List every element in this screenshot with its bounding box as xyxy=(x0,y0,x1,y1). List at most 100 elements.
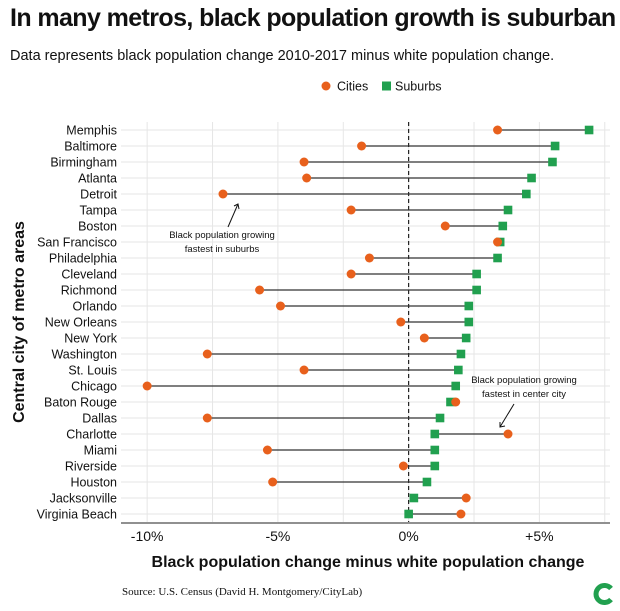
y-tick-label: Washington xyxy=(51,348,117,362)
suburbs-point xyxy=(454,365,463,375)
y-tick-label: Chicago xyxy=(71,380,117,394)
cities-point xyxy=(346,205,356,215)
x-tick-label: -10% xyxy=(131,528,164,544)
suburbs-point xyxy=(422,477,432,487)
x-tick-label: -5% xyxy=(265,528,290,544)
y-tick-label: Virginia Beach xyxy=(37,508,117,522)
cities-point xyxy=(503,429,513,439)
cities-point xyxy=(299,157,309,167)
cities-point xyxy=(440,221,450,231)
suburbs-point xyxy=(456,349,466,359)
cities-point xyxy=(357,141,367,151)
suburbs-point xyxy=(472,285,481,295)
y-tick-label: Baltimore xyxy=(64,140,117,154)
connectors xyxy=(147,129,590,515)
x-axis-title: Black population change minus white popu… xyxy=(152,554,585,571)
suburbs-point xyxy=(430,429,440,439)
y-axis-title: Central city of metro areas xyxy=(11,221,28,423)
cities-point xyxy=(451,397,461,407)
suburbs-point xyxy=(472,269,481,279)
y-tick-label: Baton Rouge xyxy=(44,396,117,410)
annotation-arrow xyxy=(499,403,515,428)
legend: Cities Suburbs xyxy=(321,80,442,94)
y-tick-label: Houston xyxy=(70,476,117,490)
suburbs-point xyxy=(451,381,461,391)
x-tick-label: +5% xyxy=(525,528,553,544)
annotation-text: Black population growing xyxy=(169,230,275,241)
annotation-text: fastest in suburbs xyxy=(185,244,260,255)
y-tick-label: Richmond xyxy=(61,284,117,298)
y-tick-label: Jacksonville xyxy=(50,492,117,506)
y-tick-label: Boston xyxy=(78,220,117,234)
cities-point xyxy=(268,477,278,487)
legend-marker-cities xyxy=(321,81,331,91)
y-tick-label: Miami xyxy=(84,444,117,458)
suburbs-point xyxy=(409,493,419,503)
cities-point xyxy=(218,189,228,199)
y-tick-label: Detroit xyxy=(80,188,117,202)
y-tick-label: Tampa xyxy=(79,204,117,218)
y-tick-label: Atlanta xyxy=(78,172,117,186)
annotation-text: fastest in center city xyxy=(482,389,566,400)
suburbs-point xyxy=(584,125,594,135)
suburbs-point xyxy=(550,141,560,151)
annotation-text: Black population growing xyxy=(471,375,577,386)
y-tick-label: New Orleans xyxy=(45,316,117,330)
legend-label-cities: Cities xyxy=(337,80,368,94)
cities-point xyxy=(493,125,503,135)
cities-point xyxy=(398,461,408,471)
cities-point xyxy=(202,413,212,423)
suburbs-point xyxy=(435,413,445,423)
y-tick-labels: Memphis Baltimore Birmingham Atlanta Detroit… xyxy=(37,124,118,522)
y-tick-label: St. Louis xyxy=(68,364,117,378)
cities-point xyxy=(142,381,152,391)
chart-subtitle: Data represents black population change … xyxy=(10,48,555,64)
y-tick-label: Charlotte xyxy=(66,428,117,442)
cities-point xyxy=(255,285,265,295)
cities-point xyxy=(364,253,374,263)
suburbs-point xyxy=(548,157,557,167)
y-tick-label: Dallas xyxy=(82,412,117,426)
suburbs-point xyxy=(522,189,531,199)
suburbs-point xyxy=(493,253,502,263)
cities-point xyxy=(419,333,429,343)
cities-point xyxy=(262,445,272,455)
y-tick-label: Orlando xyxy=(73,300,118,314)
y-tick-label: Philadelphia xyxy=(49,252,117,266)
cities-point xyxy=(299,365,309,375)
citylab-c-logo-icon xyxy=(593,583,613,605)
legend-label-suburbs: Suburbs xyxy=(395,80,442,94)
suburbs-point xyxy=(498,221,508,231)
annotation-arrowhead xyxy=(233,203,240,210)
chart-title: In many metros, black population growth … xyxy=(10,4,616,32)
y-tick-label: Cleveland xyxy=(61,268,117,282)
gridlines xyxy=(121,122,610,524)
y-tick-label: Memphis xyxy=(66,124,117,138)
data-points xyxy=(142,125,594,519)
cities-point xyxy=(456,509,466,519)
y-tick-label: New York xyxy=(64,332,118,346)
cities-point xyxy=(302,173,312,183)
legend-marker-suburbs xyxy=(382,81,391,91)
suburbs-point xyxy=(446,397,455,407)
suburbs-point xyxy=(430,461,440,471)
suburbs-point xyxy=(503,205,513,215)
suburbs-point xyxy=(461,333,471,343)
cities-point xyxy=(396,317,406,327)
suburbs-point xyxy=(430,445,440,455)
x-tick-label: 0% xyxy=(399,528,419,544)
annotation-arrow xyxy=(227,203,239,228)
x-tick-labels: -10% -5% 0% +5% xyxy=(131,528,554,544)
source-note: Source: U.S. Census (David H. Montgomery… xyxy=(122,586,363,598)
cities-point xyxy=(276,301,286,311)
y-tick-label: Riverside xyxy=(65,460,117,474)
cities-point xyxy=(461,493,471,503)
annotations: Black population growing fastest in subur… xyxy=(169,203,577,428)
y-tick-label: San Francisco xyxy=(37,236,117,250)
y-tick-label: Birmingham xyxy=(50,156,117,170)
suburbs-point xyxy=(404,509,413,519)
annotation-arrowhead xyxy=(499,422,506,428)
cities-point xyxy=(493,237,503,247)
cities-point xyxy=(202,349,212,359)
